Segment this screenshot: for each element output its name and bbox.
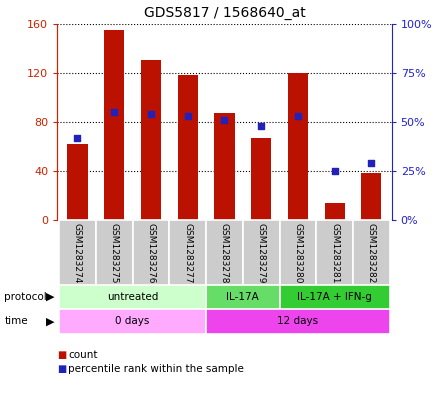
Title: GDS5817 / 1568640_at: GDS5817 / 1568640_at <box>143 6 305 20</box>
Point <box>331 168 338 174</box>
Text: GSM1283282: GSM1283282 <box>367 223 376 284</box>
Bar <box>316 220 353 285</box>
Text: count: count <box>68 350 98 360</box>
Point <box>74 134 81 141</box>
Text: GSM1283281: GSM1283281 <box>330 223 339 284</box>
Point <box>221 117 228 123</box>
Text: ▶: ▶ <box>46 316 55 327</box>
Bar <box>67 144 88 220</box>
Point <box>184 113 191 119</box>
Bar <box>169 220 206 285</box>
Bar <box>104 30 124 220</box>
Text: GSM1283278: GSM1283278 <box>220 223 229 284</box>
Text: ▶: ▶ <box>46 292 55 302</box>
Bar <box>251 138 271 220</box>
Text: 0 days: 0 days <box>115 316 150 327</box>
Text: GSM1283277: GSM1283277 <box>183 223 192 284</box>
Bar <box>59 285 206 309</box>
Text: GSM1283276: GSM1283276 <box>147 223 155 284</box>
Bar <box>206 220 243 285</box>
Text: percentile rank within the sample: percentile rank within the sample <box>68 364 244 374</box>
Point <box>294 113 301 119</box>
Bar <box>132 220 169 285</box>
Text: ■: ■ <box>57 364 66 374</box>
Text: IL-17A: IL-17A <box>227 292 259 302</box>
Bar <box>214 113 235 220</box>
Point <box>258 123 265 129</box>
Text: untreated: untreated <box>107 292 158 302</box>
Bar <box>141 61 161 220</box>
Text: ■: ■ <box>57 350 66 360</box>
Bar <box>178 75 198 220</box>
Text: GSM1283280: GSM1283280 <box>293 223 302 284</box>
Text: GSM1283275: GSM1283275 <box>110 223 119 284</box>
Text: protocol: protocol <box>4 292 47 302</box>
Bar <box>279 220 316 285</box>
Bar <box>353 220 390 285</box>
Bar <box>59 309 206 334</box>
Point <box>110 109 117 115</box>
Text: IL-17A + IFN-g: IL-17A + IFN-g <box>297 292 372 302</box>
Bar <box>96 220 132 285</box>
Bar <box>288 73 308 220</box>
Text: time: time <box>4 316 28 327</box>
Bar <box>206 285 279 309</box>
Bar <box>361 173 381 220</box>
Bar <box>206 309 390 334</box>
Bar <box>243 220 279 285</box>
Bar <box>325 203 345 220</box>
Point <box>368 160 375 166</box>
Text: GSM1283274: GSM1283274 <box>73 223 82 284</box>
Point <box>147 111 154 117</box>
Bar <box>279 285 390 309</box>
Text: GSM1283279: GSM1283279 <box>257 223 266 284</box>
Bar <box>59 220 96 285</box>
Text: 12 days: 12 days <box>277 316 319 327</box>
